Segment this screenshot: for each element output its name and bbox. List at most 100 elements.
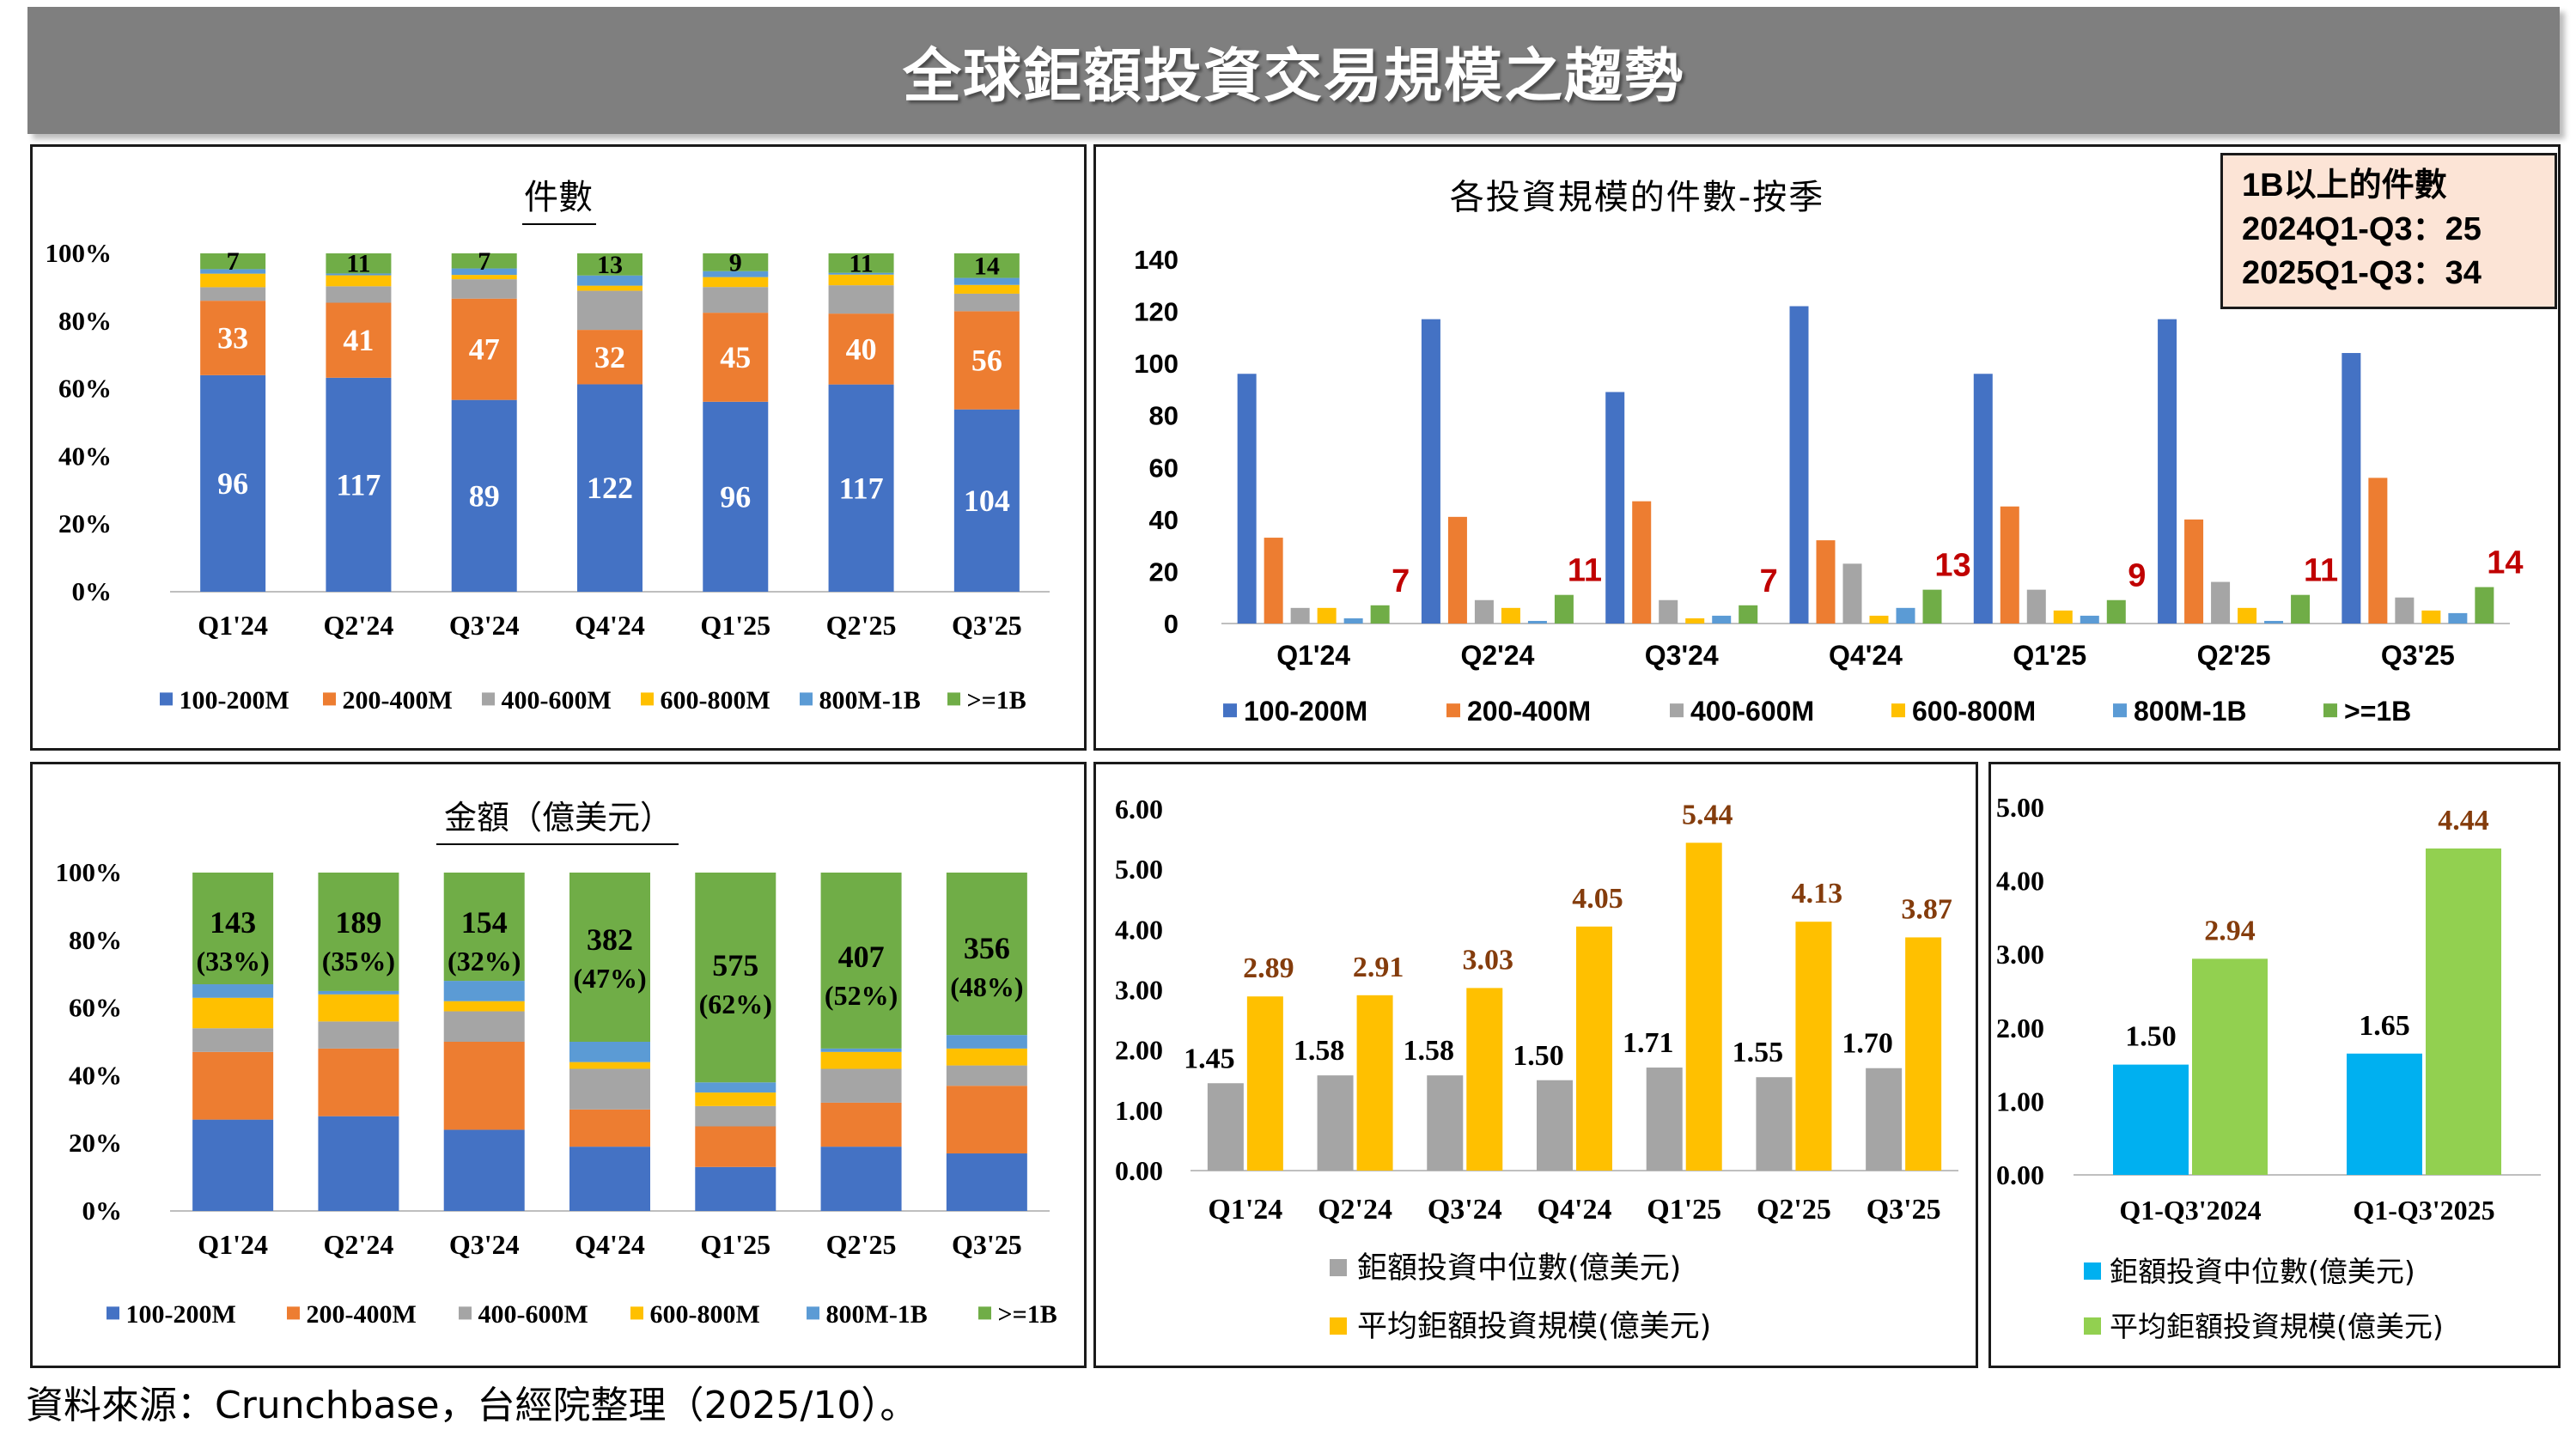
data-label-1b: 11 [849, 249, 873, 277]
bar-600-800m-q3-25 [2421, 610, 2441, 624]
bar-200-400m-q1-24 [1264, 538, 1283, 624]
bar-1b-q2-25 [2291, 594, 2311, 624]
legend-label-100-200m: 100-200M [126, 1300, 236, 1329]
bar-200-400m-q1-24 [192, 1051, 274, 1120]
legend-label-average: 平均鉅額投資規模(億美元) [1357, 1310, 1711, 1344]
y-tick-label: 20% [58, 508, 112, 538]
bar-1b-q4-24 [577, 253, 642, 276]
bar-median-q1-q3-2025 [2347, 1053, 2422, 1175]
bar-100-200m-q2-24 [318, 1116, 399, 1211]
chart-title: 各投資規模的件數-按季 [1450, 178, 1824, 217]
legend-label-400-600m: 400-600M [502, 686, 612, 715]
bar-800m-1b-q1-24 [200, 269, 266, 274]
x-tick-label: Q2'25 [826, 1229, 897, 1260]
bar-600-800m-q3-25 [946, 1048, 1027, 1066]
bar-800m-1b-q2-25 [2264, 620, 2284, 624]
data-label-median: 1.50 [2125, 1021, 2177, 1053]
x-tick-label: Q1'24 [198, 610, 268, 641]
data-label-1b: 14 [2487, 545, 2523, 581]
y-tick-label: 1.00 [1115, 1095, 1163, 1126]
bar-100-200m-q2-24 [1421, 319, 1440, 624]
bar-100-200m-q1-24 [192, 1119, 274, 1211]
bar-400-600m-q1-24 [1290, 607, 1310, 624]
legend-swatch-600-800m [641, 692, 654, 706]
bar-200-400m-q2-25 [2184, 519, 2204, 624]
chart-count-absolute: 各投資規模的件數-按季 0 20 40 60 80 100 120 140 7 Q1'24 11 Q2'… [1134, 178, 2523, 727]
y-tick-label: 3.00 [1996, 939, 2044, 970]
bar-100-200m-q2-25 [2158, 319, 2177, 624]
legend-label-600-800m: 600-800M [661, 686, 770, 715]
x-tick-label: Q3'25 [1867, 1194, 1941, 1226]
panel-amount-percent: 金額（億美元） 0% 20% 40% 60% 80% 100% Q1'24 143 (33%) Q2… [30, 762, 1087, 1368]
amount-label: 407 [838, 940, 885, 974]
bar-1b-q2-25 [828, 253, 894, 273]
data-label-1b: 7 [1392, 563, 1410, 599]
x-tick-label: Q1'25 [1647, 1194, 1721, 1226]
bar-200-400m-q3-25 [946, 1086, 1027, 1154]
data-label-1b: 9 [2128, 558, 2146, 594]
y-tick-label: 60 [1149, 453, 1178, 483]
bar-100-200m-q3-24 [1605, 392, 1625, 624]
x-tick-label: Q1'25 [700, 1229, 770, 1260]
source-note: 資料來源：Crunchbase，台經院整理（2025/10）。 [26, 1384, 918, 1427]
bar-1b-q1-24 [192, 873, 274, 985]
bar-100-200m-q4-24 [1789, 306, 1809, 624]
bar-median-q3-24 [1427, 1075, 1464, 1171]
amount-share-label: (32%) [448, 946, 521, 976]
bar-100-200m-q4-24 [569, 1147, 650, 1211]
x-tick-label: Q1-Q3'2024 [2119, 1195, 2261, 1226]
bar-800m-1b-q2-24 [318, 990, 399, 995]
legend-label-600-800m: 600-800M [1912, 696, 2036, 727]
bar-200-400m-q2-25 [820, 1102, 902, 1147]
bar-200-400m-q2-24 [318, 1048, 399, 1116]
data-label-100-200m: 117 [336, 467, 381, 502]
bar-100-200m-q3-24 [451, 399, 517, 592]
amount-share-label: (47%) [573, 963, 646, 994]
bar-1b-q1-25 [703, 253, 769, 271]
legend-swatch-median [2084, 1262, 2101, 1280]
y-tick-label: 60% [58, 374, 112, 404]
data-label-1b: 13 [1934, 548, 1970, 584]
amount-label: 154 [461, 905, 508, 940]
x-tick-label: Q2'24 [324, 1229, 394, 1260]
bar-400-600m-q1-25 [2026, 589, 2046, 624]
bar-median-q3-25 [1866, 1068, 1903, 1171]
bar-600-800m-q1-25 [703, 277, 769, 288]
y-tick-label: 4.00 [1115, 914, 1163, 945]
bar-600-800m-q3-24 [443, 1001, 525, 1012]
bar-1b-q1-24 [200, 253, 266, 270]
y-tick-label: 1.00 [1996, 1086, 2044, 1116]
y-tick-label: 100 [1134, 349, 1178, 379]
y-tick-label: 0.00 [1115, 1155, 1163, 1186]
data-label-1b: 11 [346, 250, 370, 278]
bar-1b-q3-25 [2475, 587, 2494, 624]
legend-label-average: 平均鉅額投資規模(億美元) [2110, 1310, 2444, 1343]
legend-swatch-200-400m [323, 692, 336, 706]
y-tick-label: 140 [1134, 245, 1178, 275]
y-tick-label: 80% [69, 925, 122, 955]
bar-400-600m-q4-24 [577, 290, 642, 331]
x-tick-label: Q1'25 [700, 610, 770, 641]
bar-average-q3-25 [1905, 937, 1942, 1171]
bar-200-400m-q4-24 [577, 330, 642, 385]
data-label-200-400m: 32 [594, 340, 625, 374]
x-tick-label: Q2'25 [1757, 1194, 1831, 1226]
legend-label-400-600m: 400-600M [1690, 696, 1814, 727]
legend-swatch-median [1330, 1259, 1347, 1276]
bar-100-200m-q3-24 [443, 1129, 525, 1211]
bar-600-800m-q2-24 [326, 275, 392, 287]
bar-200-400m-q3-24 [1632, 501, 1652, 624]
data-label-average: 2.89 [1243, 952, 1294, 984]
bar-600-800m-q1-24 [192, 997, 274, 1029]
bar-800m-1b-q1-24 [192, 984, 274, 998]
panel-median-average-quarterly: 0.00 1.00 2.00 3.00 4.00 5.00 6.00 1.45 2.89 Q1'2… [1093, 762, 1978, 1368]
x-tick-label: Q2'24 [1460, 640, 1534, 671]
bar-400-600m-q1-24 [200, 287, 266, 301]
data-label-average: 4.13 [1792, 878, 1843, 910]
x-tick-label: Q3'24 [449, 1229, 520, 1260]
y-tick-label: 0.00 [1996, 1159, 2044, 1190]
bar-400-600m-q4-24 [569, 1068, 650, 1110]
bar-200-400m-q3-25 [2368, 478, 2388, 624]
bar-800m-1b-q3-24 [451, 268, 517, 276]
infobox-line3: 2025Q1-Q3：34 [2242, 255, 2482, 291]
